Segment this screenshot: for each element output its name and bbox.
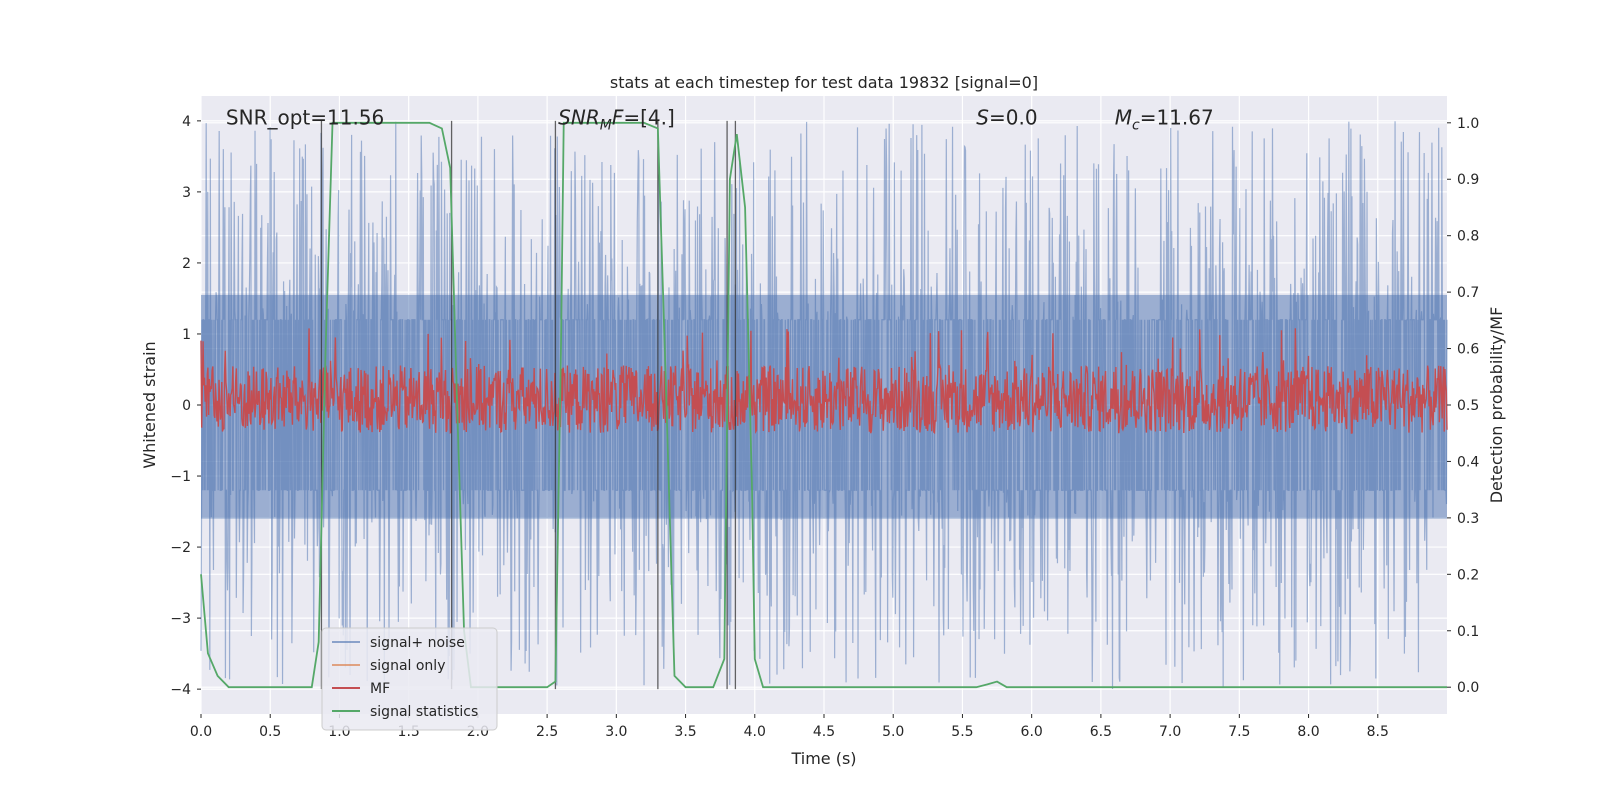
legend-label: MF — [370, 681, 390, 697]
chart-title: stats at each timestep for test data 198… — [610, 73, 1038, 92]
y-tick-label: −3 — [170, 611, 191, 627]
x-tick-label: 3.5 — [674, 724, 696, 740]
y2-tick-label: 0.7 — [1457, 285, 1479, 301]
legend: signal+ noise signal only MF signal statist… — [321, 627, 498, 731]
x-tick-label: 5.5 — [951, 724, 973, 740]
annotation-text: SNR_opt=11.56 — [226, 105, 384, 129]
y-tick-label: −2 — [170, 540, 191, 556]
y2-tick-label: 1.0 — [1457, 116, 1479, 132]
y-tick-label: 2 — [182, 256, 191, 272]
y-axis-label: Whitened strain — [140, 341, 159, 468]
y2-tick-label: 0.4 — [1457, 454, 1479, 470]
y2-tick-label: 0.3 — [1457, 511, 1479, 527]
x-tick-label: 5.0 — [882, 724, 904, 740]
signal-statistics-line — [200, 121, 1447, 689]
x-tick-label: 0.5 — [259, 724, 281, 740]
annotation-text: Mc=11.67 — [1115, 105, 1214, 133]
y-tick-label: −4 — [170, 682, 191, 698]
x-tick-label: 2.5 — [536, 724, 558, 740]
x-tick-label: 8.0 — [1297, 724, 1319, 740]
y-tick-label: 0 — [182, 398, 191, 414]
x-tick-label: 4.5 — [813, 724, 835, 740]
x-tick-label: 6.5 — [1090, 724, 1112, 740]
y-tick-label: −1 — [170, 469, 191, 485]
series-signal-statistics — [200, 121, 1447, 689]
y2-tick-label: 0.1 — [1457, 624, 1479, 640]
x-tick-label: 4.0 — [744, 724, 766, 740]
y2-tick-label: 0.6 — [1457, 342, 1479, 358]
legend-label: signal statistics — [370, 704, 478, 720]
y2-tick-label: 0.0 — [1457, 680, 1479, 696]
y2-axis-label: Detection probability/MF — [1487, 307, 1506, 504]
x-tick-label: 7.0 — [1159, 724, 1181, 740]
x-axis-label: Time (s) — [790, 749, 856, 768]
legend-label: signal+ noise — [370, 635, 465, 651]
y-tick-label: 3 — [182, 185, 191, 201]
legend-label: signal only — [370, 658, 445, 674]
x-tick-label: 0.0 — [190, 724, 212, 740]
x-tick-label: 8.5 — [1367, 724, 1389, 740]
y-tick-label: 1 — [182, 327, 191, 343]
annotation-text: SNRMF=[4.] — [558, 105, 675, 133]
y2-tick-label: 0.8 — [1457, 229, 1479, 245]
legend-box — [321, 627, 498, 731]
mf-line — [200, 328, 1448, 435]
annotation-text: S=0.0 — [976, 105, 1037, 129]
x-tick-label: 7.5 — [1228, 724, 1250, 740]
y2-tick-label: 0.2 — [1457, 567, 1479, 583]
y2-tick-label: 0.9 — [1457, 172, 1479, 188]
series-mf — [200, 328, 1448, 435]
y-tick-label: 4 — [182, 114, 191, 130]
x-tick-label: 6.0 — [1021, 724, 1043, 740]
x-tick-label: 3.0 — [605, 724, 627, 740]
annotations: SNR_opt=11.56 SNRMF=[4.] S=0.0 Mc=11.67 — [226, 105, 1214, 133]
y2-tick-label: 0.5 — [1457, 398, 1479, 414]
